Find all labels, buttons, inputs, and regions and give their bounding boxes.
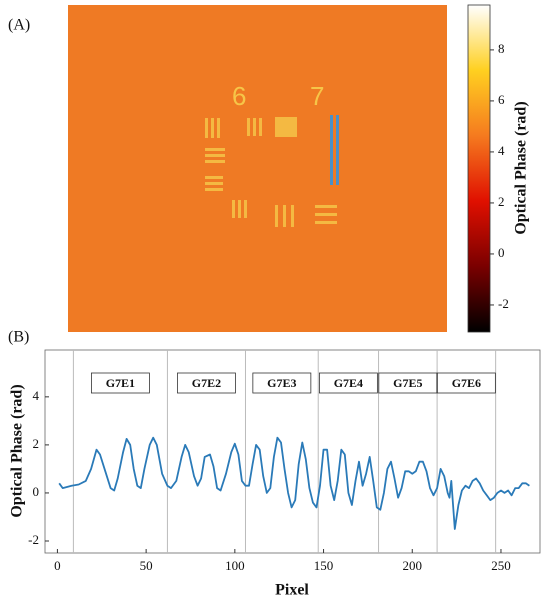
plot-frame xyxy=(44,349,541,554)
segment-label-box xyxy=(318,372,378,394)
x-axis-label: Pixel xyxy=(275,582,309,599)
segment-label: G7E2 xyxy=(192,376,221,390)
x-tick-label: 50 xyxy=(140,558,153,573)
segment-label-box xyxy=(177,372,236,394)
x-tick-label: 0 xyxy=(54,558,61,573)
segment-label: G7E6 xyxy=(452,376,481,390)
colorbar-tick-label: -2 xyxy=(498,296,509,311)
segment-label-box xyxy=(378,372,438,394)
y-tick-label: -2 xyxy=(28,532,39,547)
segment-label: G7E1 xyxy=(106,376,135,390)
panel-label: (B) xyxy=(8,329,29,346)
segment-label: G7E3 xyxy=(267,376,296,390)
image-label: 6 xyxy=(232,81,246,111)
colorbar-label: Optical Phase (rad) xyxy=(513,101,530,234)
phase-image xyxy=(68,5,447,332)
image-label: 7 xyxy=(310,81,324,111)
x-tick-label: 100 xyxy=(225,558,245,573)
y-tick-label: 4 xyxy=(33,388,40,403)
colorbar xyxy=(467,4,491,333)
colorbar-tick-label: 2 xyxy=(498,194,505,209)
y-tick-label: 2 xyxy=(33,436,40,451)
segment-label: G7E5 xyxy=(393,376,422,390)
y-axis-label: Optical Phase (rad) xyxy=(9,384,26,517)
y-tick-label: 0 xyxy=(33,484,40,499)
colorbar-tick-label: 4 xyxy=(498,143,505,158)
segment-label-box xyxy=(252,372,312,394)
x-tick-label: 250 xyxy=(491,558,511,573)
segment-label: G7E4 xyxy=(334,376,363,390)
panel-label: (A) xyxy=(8,17,30,34)
target-pattern-blue xyxy=(330,115,339,185)
colorbar-tick-label: 0 xyxy=(498,245,505,260)
colorbar-tick-label: 6 xyxy=(498,92,505,107)
x-tick-label: 200 xyxy=(403,558,423,573)
segment-label-box xyxy=(91,372,150,394)
colorbar-tick-label: 8 xyxy=(498,41,505,56)
data-line xyxy=(58,436,530,530)
segment-label-box xyxy=(436,372,496,394)
x-tick-label: 150 xyxy=(314,558,334,573)
target-pattern xyxy=(205,117,337,227)
